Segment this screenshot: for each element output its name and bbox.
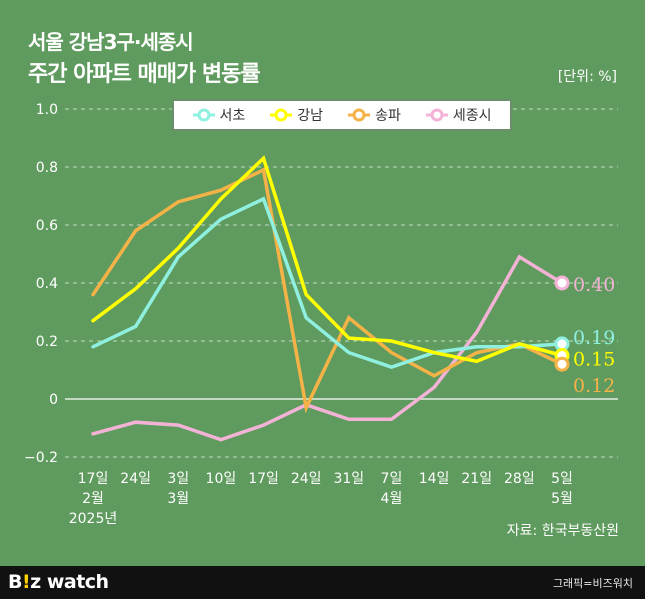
y-tick-label: 0 xyxy=(49,392,58,408)
series-line-1 xyxy=(91,196,564,369)
series-line-4 xyxy=(91,254,564,442)
legend-symbol xyxy=(425,108,448,122)
footer-bar: B!z watch 그래픽=비즈워치 xyxy=(0,566,645,599)
end-value-label-1: 0.19 xyxy=(573,327,615,349)
x-month-label: 2월 xyxy=(82,491,104,507)
logo-text-b: B xyxy=(8,571,22,593)
end-value-label-3: 0.12 xyxy=(573,375,615,397)
legend-symbol xyxy=(348,108,371,122)
series-line-2 xyxy=(91,155,564,364)
logo-text-watch: z watch xyxy=(30,571,109,593)
legend-item-1: 서초 xyxy=(192,105,246,125)
legend-symbol xyxy=(270,108,293,122)
y-tick-label: 0.6 xyxy=(36,218,58,234)
chart-title-line2: 주간 아파트 매매가 변동률 xyxy=(28,62,261,87)
legend-item-4: 세종시 xyxy=(425,105,492,125)
x-month-label: 3월 xyxy=(167,491,189,507)
legend-item-3: 송파 xyxy=(348,105,401,125)
x-tick-label: 17일 xyxy=(78,471,109,487)
end-value-label-4: 0.40 xyxy=(573,274,615,296)
source-label: 자료: 한국부동산원 xyxy=(506,523,619,539)
legend-label: 서초 xyxy=(219,108,246,124)
x-tick-label: 14일 xyxy=(419,471,450,487)
legend: 서초 강남 송파 세종시 xyxy=(172,99,512,131)
x-year-label: 2025년 xyxy=(69,511,118,527)
x-tick-label: 3일 xyxy=(167,471,189,487)
y-tick-label: 0.8 xyxy=(36,160,58,176)
unit-label: [단위: %] xyxy=(557,69,617,85)
end-value-label-2: 0.15 xyxy=(573,349,615,371)
x-tick-label: 31일 xyxy=(333,471,364,487)
legend-label: 강남 xyxy=(297,108,324,124)
end-marker-3 xyxy=(554,356,570,372)
x-month-label: 5월 xyxy=(551,491,573,507)
x-tick-label: 7일 xyxy=(381,471,403,487)
x-tick-label: 21일 xyxy=(461,471,492,487)
legend-label: 세종시 xyxy=(452,108,492,124)
graphic-credit: 그래픽=비즈워치 xyxy=(552,577,633,590)
chart-title-line1: 서울 강남3구·세종시 xyxy=(28,30,194,54)
x-month-label: 4월 xyxy=(381,491,403,507)
y-tick-label: −0.2 xyxy=(24,450,58,466)
end-marker-4 xyxy=(554,275,570,291)
y-tick-label: 0.4 xyxy=(36,276,58,292)
x-tick-label: 24일 xyxy=(291,471,322,487)
logo-accent: ! xyxy=(21,571,31,593)
bizwatch-logo: B!z watch xyxy=(8,571,109,593)
x-tick-label: 10일 xyxy=(206,471,237,487)
y-tick-label: 0.2 xyxy=(36,334,58,350)
legend-symbol xyxy=(192,108,215,122)
series-line-3 xyxy=(91,167,564,414)
y-tick-label: 1.0 xyxy=(36,102,58,118)
x-tick-label: 28일 xyxy=(504,471,535,487)
x-tick-label: 17일 xyxy=(248,471,279,487)
x-tick-label: 5일 xyxy=(551,471,573,487)
legend-item-2: 강남 xyxy=(270,105,323,125)
x-tick-label: 24일 xyxy=(120,471,151,487)
legend-label: 송파 xyxy=(375,108,401,124)
